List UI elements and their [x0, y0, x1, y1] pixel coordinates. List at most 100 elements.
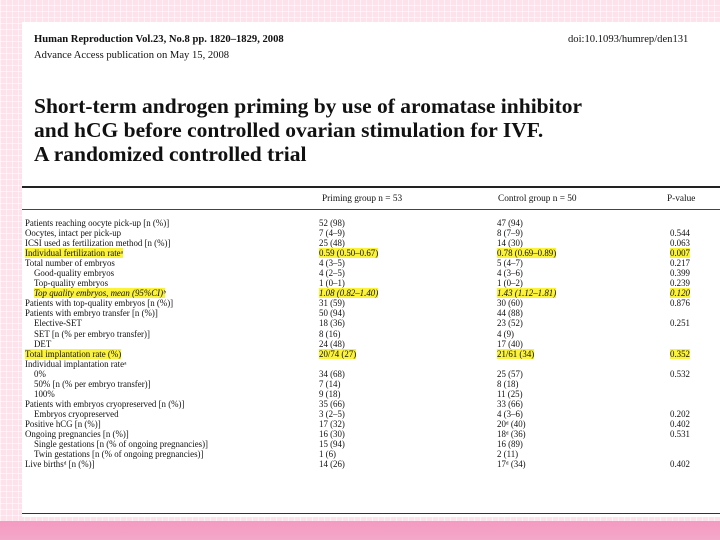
priming-value: 15 (94)	[319, 439, 345, 450]
table-row: Good-quality embryos 4 (2–5) 4 (3–6) 0.399	[22, 268, 720, 278]
table-row: Embryos cryopreserved 3 (2–5) 4 (3–6) 0.202	[22, 409, 720, 419]
priming-value: 1 (0–1)	[319, 278, 345, 289]
p-value: 0.402	[670, 459, 690, 470]
control-value: 47 (94)	[497, 218, 523, 228]
control-value: 4 (3–6)	[497, 408, 523, 419]
table-row: Top quality embryos, mean (95%CI)ᵇ 1.08 (…	[22, 288, 720, 299]
p-value: 0.399	[670, 268, 690, 279]
priming-value: 7 (14)	[319, 378, 341, 389]
control-value: 2 (11)	[497, 449, 519, 460]
p-value: 0.544	[670, 228, 690, 239]
control-value: 1 (0–2)	[497, 278, 523, 289]
p-value: 0.352	[670, 348, 690, 359]
control-value: 0.78 (0.69–0.89)	[497, 248, 557, 259]
p-value: 0.402	[670, 418, 690, 429]
control-value: 44 (88)	[497, 308, 523, 319]
row-label: Patients with embryo transfer [n (%)]	[25, 308, 158, 319]
row-label: Single gestations [n (% of ongoing pregn…	[34, 439, 209, 450]
control-value: 5 (4–7)	[497, 258, 523, 269]
priming-value: 16 (30)	[319, 428, 345, 439]
priming-value: 17 (32)	[319, 418, 345, 429]
priming-value: 1 (6)	[319, 449, 337, 460]
title-line: and hCG before controlled ovarian stimul…	[34, 118, 544, 142]
p-value: 0.007	[670, 248, 690, 259]
p-value: 0.217	[670, 258, 690, 269]
advance-access-text: Advance Access publication on May 15, 20…	[34, 50, 230, 61]
row-label: Patients with embryos cryopreserved [n (…	[25, 398, 185, 409]
row-label: 0%	[34, 368, 46, 379]
control-value: 25 (57)	[497, 368, 523, 379]
table-row: Patients with embryo transfer [n (%)] 50 …	[22, 308, 720, 318]
control-value: 30 (60)	[497, 298, 523, 309]
p-value: 0.876	[670, 298, 690, 309]
control-value: 20ᵈ (40)	[497, 418, 526, 429]
row-label: Live birthsᵈ [n (%)]	[25, 459, 95, 470]
table-row: Total implantation rate (%) 20/74 (27) 21/…	[22, 348, 720, 359]
row-label: Individual fertilization rateᵃ	[25, 248, 124, 259]
p-value: 0.532	[670, 368, 690, 379]
table-row: Individual implantation rateᵃ	[22, 359, 720, 369]
table-row: ICSI used as fertilization method [n (%)…	[22, 238, 720, 248]
control-value: 4 (3–6)	[497, 268, 523, 279]
table-row: Patients reaching oocyte pick-up [n (%)]…	[22, 218, 720, 228]
table-row: 0% 34 (68) 25 (57) 0.532	[22, 369, 720, 379]
p-value: 0.120	[670, 288, 690, 299]
column-header-control: Control group n = 50	[498, 194, 577, 204]
doi-text: doi:10.1093/humrep/den131	[568, 34, 689, 45]
table-row: Live birthsᵈ [n (%)] 14 (26) 17ᵈ (34) 0.402	[22, 459, 720, 469]
title-line: A randomized controlled trial	[34, 142, 307, 166]
table-row: Single gestations [n (% of ongoing pregn…	[22, 439, 720, 449]
priming-value: 9 (18)	[319, 388, 341, 399]
journal-citation: Human Reproduction Vol.23, No.8 pp. 1820…	[34, 34, 284, 45]
title-line: Short-term androgen priming by use of ar…	[34, 94, 583, 118]
table-row: Positive hCG [n (%)] 17 (32) 20ᵈ (40) 0.402	[22, 419, 720, 429]
row-label: Patients with top-quality embryos [n (%)…	[25, 298, 174, 309]
control-value: 1.43 (1.12–1.81)	[497, 288, 557, 299]
priming-value: 25 (48)	[319, 238, 345, 249]
priming-value: 50 (94)	[319, 308, 345, 319]
article-title: Short-term androgen priming by use of ar…	[34, 94, 714, 166]
table-top-rule	[22, 186, 720, 188]
row-label: Total number of embryos	[25, 258, 115, 269]
priming-value: 14 (26)	[319, 459, 345, 470]
table-row: Individual fertilization rateᵃ 0.59 (0.50…	[22, 248, 720, 259]
results-table-body: Patients reaching oocyte pick-up [n (%)]…	[22, 218, 720, 469]
row-label: Individual implantation rateᵃ	[25, 358, 127, 369]
table-row: Patients with embryos cryopreserved [n (…	[22, 399, 720, 409]
column-header-priming: Priming group n = 53	[322, 194, 403, 204]
table-row: SET [n (% per embryo transfer)] 8 (16) 4 (…	[22, 329, 720, 339]
control-value: 23 (52)	[497, 318, 523, 329]
priming-value: 7 (4–9)	[319, 228, 345, 239]
article-page: Human Reproduction Vol.23, No.8 pp. 1820…	[22, 22, 720, 517]
priming-value: 3 (2–5)	[319, 408, 345, 419]
row-label: Total implantation rate (%)	[25, 348, 122, 359]
priming-value: 18 (36)	[319, 318, 345, 329]
priming-value: 35 (66)	[319, 398, 345, 409]
table-row: 50% [n (% per embryo transfer)] 7 (14) 8 (…	[22, 379, 720, 389]
priming-value: 8 (16)	[319, 328, 341, 339]
priming-value: 4 (2–5)	[319, 268, 345, 279]
slide-bottom-band	[0, 521, 720, 540]
p-value: 0.202	[670, 408, 690, 419]
row-label: ICSI used as fertilization method [n (%)…	[25, 238, 171, 249]
table-header-rule	[22, 209, 720, 210]
p-value: 0.239	[670, 278, 690, 289]
table-row: Elective-SET 18 (36) 23 (52) 0.251	[22, 318, 720, 328]
control-value: 17 (40)	[497, 338, 523, 349]
row-label: Elective-SET	[34, 318, 82, 329]
row-label: Top-quality embryos	[34, 278, 109, 289]
table-row: Twin gestations [n (% of ongoing pregnan…	[22, 449, 720, 459]
control-value: 17ᵈ (34)	[497, 459, 526, 470]
row-label: SET [n (% per embryo transfer)]	[34, 328, 150, 339]
control-value: 8 (7–9)	[497, 228, 523, 239]
priming-value: 24 (48)	[319, 338, 345, 349]
control-value: 18ᵈ (36)	[497, 428, 526, 439]
row-label: Embryos cryopreserved	[34, 408, 119, 419]
p-value: 0.063	[670, 238, 690, 249]
row-label: Twin gestations [n (% of ongoing pregnan…	[34, 449, 204, 460]
table-bottom-rule	[22, 513, 720, 514]
control-value: 8 (18)	[497, 378, 519, 389]
table-row: Oocytes, intact per pick-up 7 (4–9) 8 (7–9…	[22, 228, 720, 238]
row-label: 50% [n (% per embryo transfer)]	[34, 378, 151, 389]
control-value: 14 (30)	[497, 238, 523, 249]
